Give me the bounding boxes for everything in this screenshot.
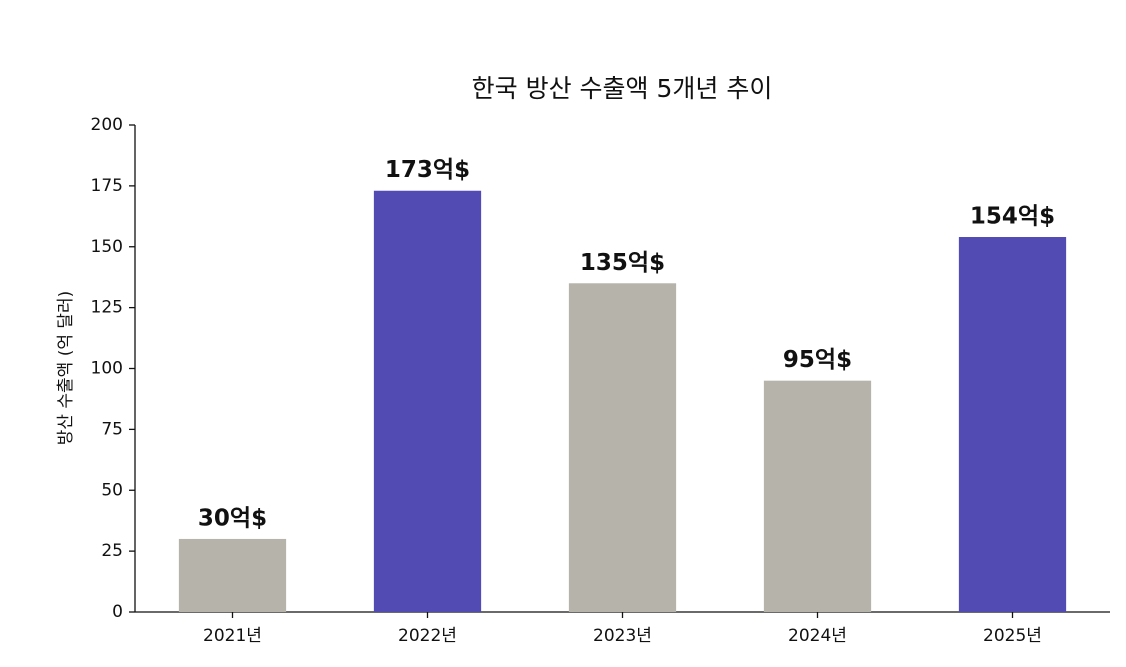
bar xyxy=(373,190,482,612)
bar xyxy=(568,283,677,612)
x-tick-label: 2025년 xyxy=(983,626,1042,646)
bar xyxy=(763,380,872,612)
y-tick-label: 0 xyxy=(112,602,123,622)
y-tick-label: 175 xyxy=(91,176,123,196)
y-tick-label: 100 xyxy=(91,359,123,379)
value-label: 30억$ xyxy=(198,505,267,531)
value-label: 154억$ xyxy=(970,204,1055,230)
x-tick-label: 2023년 xyxy=(593,626,652,646)
chart-title: 한국 방산 수출액 5개년 추이 xyxy=(472,74,773,103)
value-label: 173억$ xyxy=(385,157,470,183)
bar xyxy=(178,538,287,612)
y-tick-label: 200 xyxy=(91,115,123,135)
y-tick-label: 50 xyxy=(101,480,123,500)
y-tick-label: 150 xyxy=(91,237,123,257)
value-label: 135억$ xyxy=(580,250,665,276)
x-tick-label: 2021년 xyxy=(203,626,262,646)
y-axis-label: 방산 수출액 (억 달러) xyxy=(56,291,76,446)
x-tick-label: 2022년 xyxy=(398,626,457,646)
y-tick-label: 125 xyxy=(91,298,123,318)
y-tick-label: 75 xyxy=(101,419,123,439)
x-tick-label: 2024년 xyxy=(788,626,847,646)
y-tick-label: 25 xyxy=(101,541,123,561)
bar xyxy=(958,237,1067,612)
value-label: 95억$ xyxy=(783,347,852,373)
